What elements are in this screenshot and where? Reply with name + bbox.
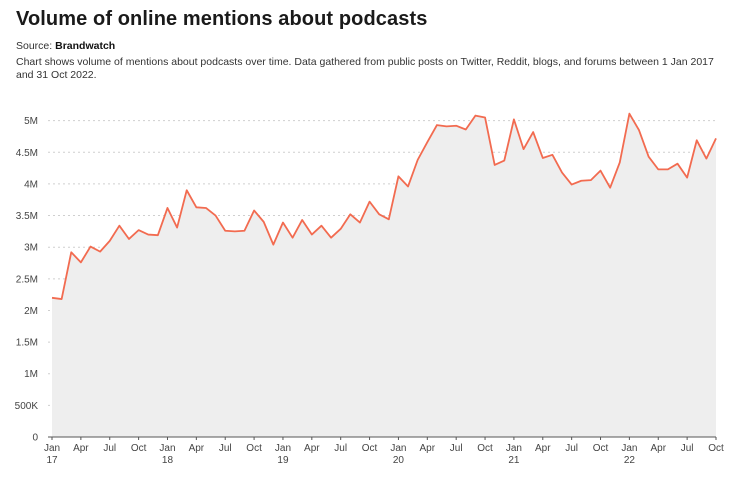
x-tick-label: Apr bbox=[189, 443, 205, 454]
x-tick-label: Jan bbox=[159, 443, 175, 454]
y-tick-label: 3M bbox=[24, 243, 38, 254]
y-tick-label: 1.5M bbox=[16, 338, 38, 349]
x-tick-year: 22 bbox=[624, 455, 636, 466]
x-tick-label: Apr bbox=[420, 443, 436, 454]
x-tick-year: 21 bbox=[508, 455, 520, 466]
source-name: Brandwatch bbox=[55, 40, 116, 52]
x-tick-label: Jan bbox=[506, 443, 522, 454]
area-fill bbox=[52, 113, 716, 437]
series-line bbox=[51, 112, 717, 300]
x-tick-label: Jan bbox=[621, 443, 637, 454]
y-tick-label: 5M bbox=[24, 116, 38, 127]
x-tick-label: Oct bbox=[708, 443, 724, 454]
y-tick-label: 1M bbox=[24, 369, 38, 380]
x-tick-label: Jul bbox=[103, 443, 116, 454]
x-tick-label: Apr bbox=[650, 443, 666, 454]
x-tick-label: Oct bbox=[246, 443, 262, 454]
x-tick-year: 20 bbox=[393, 455, 405, 466]
chart-source: Source: Brandwatch bbox=[16, 40, 115, 52]
y-tick-label: 4.5M bbox=[16, 148, 38, 159]
y-tick-label: 4M bbox=[24, 179, 38, 190]
x-tick-label: Jul bbox=[681, 443, 694, 454]
x-tick-label: Apr bbox=[304, 443, 320, 454]
y-tick-labels: 0 500K 1M 1.5M 2M 2.5M 3M 3.5M 4M 4.5M 5M bbox=[15, 116, 39, 443]
x-tick-label: Oct bbox=[593, 443, 609, 454]
x-tick-label: Oct bbox=[477, 443, 493, 454]
x-tick-year: 17 bbox=[46, 455, 58, 466]
x-tick-label: Jul bbox=[450, 443, 463, 454]
y-tick-label: 0 bbox=[32, 433, 38, 444]
x-tick-label: Oct bbox=[131, 443, 147, 454]
y-tick-label: 2.5M bbox=[16, 274, 38, 285]
source-label: Source: bbox=[16, 40, 53, 52]
y-tick-label: 3.5M bbox=[16, 211, 38, 222]
x-tick-label: Apr bbox=[73, 443, 89, 454]
x-tick-label: Jan bbox=[390, 443, 406, 454]
x-tick-label: Jan bbox=[275, 443, 291, 454]
chart-title: Volume of online mentions about podcasts bbox=[16, 8, 428, 30]
x-tick-label: Oct bbox=[362, 443, 378, 454]
chart-description: Chart shows volume of mentions about pod… bbox=[16, 56, 714, 81]
y-tick-label: 500K bbox=[15, 401, 39, 412]
x-tick-label: Jan bbox=[44, 443, 60, 454]
x-tick-label: Jul bbox=[334, 443, 347, 454]
x-tick-label: Jul bbox=[219, 443, 232, 454]
x-tick-year: 18 bbox=[162, 455, 174, 466]
x-tick-year: 19 bbox=[277, 455, 289, 466]
x-tick-label: Jul bbox=[565, 443, 578, 454]
y-tick-label: 2M bbox=[24, 306, 38, 317]
x-tick-label: Apr bbox=[535, 443, 551, 454]
